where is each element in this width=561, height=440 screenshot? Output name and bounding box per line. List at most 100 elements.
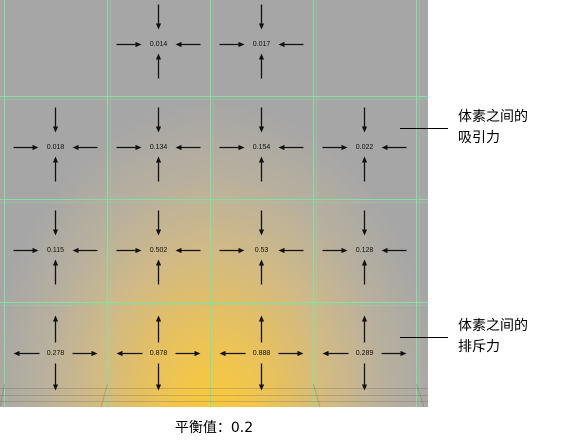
arrow-left-icon [322, 350, 349, 357]
empty-voxel-cell [4, 0, 107, 96]
arrow-head [361, 384, 368, 391]
arrow-down-icon [52, 363, 59, 391]
force-value: 0.022 [355, 144, 374, 151]
arrow-left-icon [72, 247, 98, 254]
arrow-head [258, 126, 265, 133]
arrow-left-icon [278, 144, 304, 151]
grid-lines [0, 0, 428, 407]
arrow-right-icon [13, 247, 39, 254]
arrow-up-icon [258, 315, 265, 343]
arrow-right-icon [116, 247, 142, 254]
force-value: 0.017 [252, 41, 271, 48]
arrow-head [258, 259, 265, 266]
arrow-left-icon [381, 144, 407, 151]
repulsion-annotation: 体素之间的 排斥力 [458, 316, 528, 358]
floor-line [100, 383, 108, 407]
arrow-up-icon [258, 156, 265, 182]
arrow-down-icon [52, 210, 59, 236]
arrow-head [52, 126, 59, 133]
arrow-right-icon [219, 41, 245, 48]
arrow-left-icon [219, 350, 246, 357]
voxel-cell: 0.017 [210, 0, 313, 96]
arrow-head [175, 247, 182, 254]
annotation-line: 体素之间的 [458, 318, 528, 334]
arrow-down-icon [361, 210, 368, 236]
arrows-inward-icon [13, 107, 98, 182]
arrow-down-icon [361, 107, 368, 133]
arrow-right-icon [219, 247, 245, 254]
caption-value: 0.2 [230, 420, 254, 436]
force-value: 0.278 [46, 350, 65, 357]
arrow-head [400, 350, 407, 357]
arrows-inward-icon [322, 210, 407, 285]
arrow-right-icon [72, 350, 98, 357]
arrows-inward-icon [219, 4, 304, 79]
arrow-head [258, 156, 265, 163]
arrows-inward-icon [322, 107, 407, 182]
arrow-head [52, 156, 59, 163]
attraction-annotation: 体素之间的 吸引力 [458, 107, 528, 149]
arrow-head [32, 144, 39, 151]
arrow-head [238, 247, 245, 254]
arrow-right-icon [322, 144, 348, 151]
arrow-head [116, 350, 123, 357]
arrow-head [135, 41, 142, 48]
arrow-head [135, 144, 142, 151]
arrow-head [135, 247, 142, 254]
arrow-up-icon [52, 315, 59, 343]
arrows-inward-icon [116, 107, 201, 182]
arrow-down-icon [155, 210, 162, 236]
arrow-head [258, 384, 265, 391]
force-arrows-icon [313, 0, 416, 96]
arrow-head [155, 229, 162, 236]
arrow-right-icon [116, 144, 142, 151]
caption-label: 平衡值： [174, 420, 231, 436]
arrow-head [258, 315, 265, 322]
arrow-head [175, 144, 182, 151]
voxel-cell: 0.128 [313, 199, 416, 302]
arrow-head [361, 126, 368, 133]
arrow-head [72, 247, 79, 254]
attraction-leader-line [400, 128, 448, 129]
voxel-cell: 0.289 [313, 302, 416, 405]
equilibrium-caption: 平衡值：0.2 [0, 419, 428, 437]
arrow-head [341, 144, 348, 151]
annotation-line: 体素之间的 [458, 109, 528, 125]
arrow-head [155, 315, 162, 322]
arrows-inward-icon [13, 210, 98, 285]
arrow-left-icon [175, 144, 201, 151]
arrow-head [278, 247, 285, 254]
arrow-head [155, 23, 162, 30]
arrows-outward-icon [13, 315, 98, 391]
arrow-head [52, 229, 59, 236]
force-value: 0.115 [47, 247, 64, 254]
arrow-up-icon [361, 259, 368, 285]
voxel-cell: 0.502 [107, 199, 210, 302]
arrow-head [175, 41, 182, 48]
floor-line [313, 383, 321, 407]
arrow-down-icon [258, 363, 265, 391]
arrow-right-icon [116, 41, 142, 48]
arrow-head [72, 144, 79, 151]
arrow-up-icon [155, 259, 162, 285]
arrow-down-icon [258, 4, 265, 30]
arrow-right-icon [278, 350, 304, 357]
voxel-cell: 0.134 [107, 96, 210, 199]
voxel-cell: 0.278 [4, 302, 107, 405]
floor-line [0, 383, 5, 407]
arrow-head [297, 350, 304, 357]
arrow-left-icon [72, 144, 98, 151]
arrow-head [155, 259, 162, 266]
arrow-right-icon [322, 247, 348, 254]
arrow-up-icon [155, 53, 162, 79]
arrows-inward-icon [219, 210, 304, 285]
arrow-head [52, 259, 59, 266]
arrow-right-icon [175, 350, 201, 357]
arrow-left-icon [175, 41, 201, 48]
force-value: 0.888 [252, 350, 271, 357]
arrow-left-icon [278, 247, 304, 254]
empty-voxel-cell [313, 0, 416, 96]
arrow-head [155, 156, 162, 163]
voxel-cell: 0.53 [210, 199, 313, 302]
voxel-cell: 0.022 [313, 96, 416, 199]
